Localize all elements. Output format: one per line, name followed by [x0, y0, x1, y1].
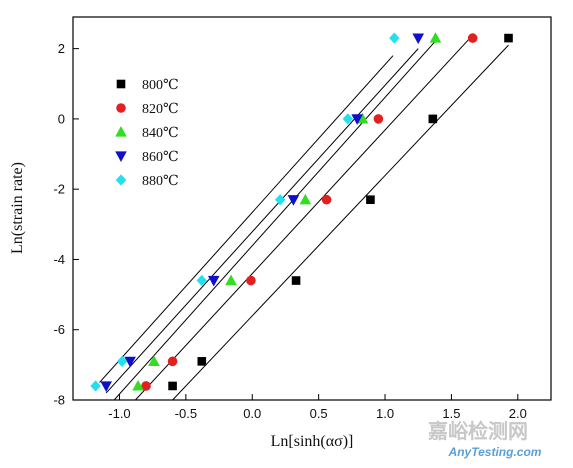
- legend-label: 860℃: [142, 150, 179, 165]
- data-point: [132, 379, 144, 391]
- data-point: [100, 381, 112, 392]
- data-point: [287, 195, 300, 206]
- watermark-text: 嘉峪检测网: [427, 419, 528, 443]
- y-tick-label: -2: [53, 182, 65, 197]
- x-tick-label: -0.5: [175, 406, 197, 421]
- legend-label: 880℃: [142, 174, 179, 189]
- fit-line: [105, 48, 419, 394]
- data-point: [389, 32, 400, 44]
- data-point: [168, 381, 177, 391]
- data-point: [291, 276, 301, 285]
- fit-lines: [99, 37, 509, 401]
- y-tick-label: -8: [53, 393, 65, 408]
- data-point: [373, 114, 384, 124]
- data-point: [148, 355, 160, 366]
- x-tick-label: 0.0: [243, 406, 261, 421]
- x-tick-label: 0.5: [310, 406, 328, 421]
- data-point: [124, 356, 136, 368]
- legend-marker: [116, 103, 126, 113]
- data-point: [504, 33, 513, 43]
- legend-label: 820℃: [142, 102, 179, 117]
- x-axis-title: Ln[sinh(ασ)]: [271, 433, 354, 450]
- legend-marker: [116, 79, 126, 89]
- data-point: [366, 195, 375, 205]
- x-tick-label: 2.0: [509, 406, 527, 421]
- data-point: [299, 193, 312, 205]
- data-point: [429, 32, 442, 43]
- data-point: [207, 275, 220, 287]
- x-tick-label: 1.0: [376, 406, 394, 421]
- legend-label: 840℃: [142, 126, 179, 141]
- data-point: [167, 356, 178, 367]
- data-point: [467, 33, 478, 43]
- fit-line: [135, 37, 471, 401]
- data-point: [428, 114, 438, 124]
- legend-label: 800℃: [142, 78, 179, 93]
- x-tick-label: 1.5: [442, 406, 460, 421]
- data-point: [197, 357, 207, 366]
- y-tick-label: 0: [58, 111, 65, 126]
- y-tick-label: 2: [58, 41, 65, 56]
- data-point: [90, 380, 101, 392]
- data-point: [321, 194, 332, 205]
- data-point: [225, 274, 237, 286]
- plot-frame: [72, 16, 552, 401]
- x-tick-label: -1.0: [108, 406, 130, 421]
- data-point: [342, 113, 354, 125]
- data-markers: [90, 32, 513, 392]
- legend-marker: [115, 126, 127, 137]
- fit-line: [172, 44, 509, 401]
- y-tick-label: -6: [53, 322, 65, 337]
- data-point: [141, 381, 151, 391]
- data-point: [412, 33, 425, 45]
- y-axis-title: Ln(strain rate): [9, 162, 26, 254]
- y-tick-label: -4: [53, 252, 65, 267]
- legend-marker: [115, 174, 127, 186]
- data-point: [246, 275, 256, 286]
- watermark-url: AnyTesting.com: [448, 445, 542, 459]
- fit-line: [99, 55, 394, 383]
- legend: 800℃ 820℃ 840℃ 860℃ 880℃: [115, 78, 179, 189]
- data-point: [356, 112, 369, 124]
- data-point: [196, 274, 207, 287]
- data-point: [274, 194, 286, 206]
- data-point: [351, 114, 363, 125]
- axis-ticks: -1.0 -0.5 0.0 0.5 1.0 1.5 2.0 -8 -6 -4 -2 0 2: [53, 41, 526, 421]
- legend-marker: [115, 151, 127, 162]
- data-point: [116, 355, 128, 367]
- fit-line: [113, 37, 439, 401]
